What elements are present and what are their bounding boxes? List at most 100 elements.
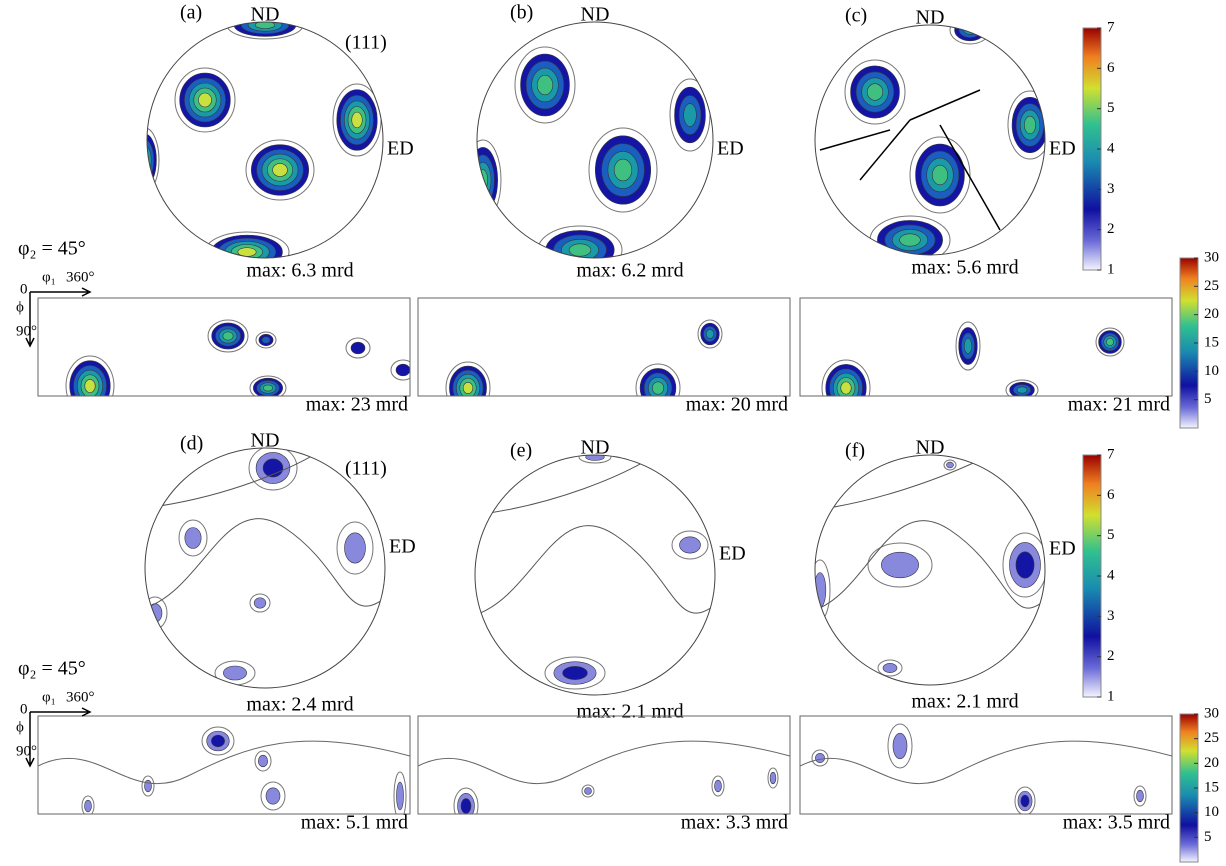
colorbar-tick-label: 3 (1107, 181, 1115, 197)
max-label: max: 3.3 mrd (681, 812, 788, 834)
max-label: max: 5.6 mrd (911, 257, 1018, 279)
max-label: max: 2.1 mrd (576, 701, 683, 723)
colorbar-tick-label: 30 (1204, 705, 1219, 721)
trajectory (819, 129, 891, 151)
contour (714, 779, 722, 793)
odf-frame (799, 715, 1173, 815)
contour (866, 83, 884, 101)
max-label: max: 2.4 mrd (246, 694, 353, 716)
contour (254, 22, 276, 29)
contour (963, 25, 977, 35)
odf-frame (417, 715, 791, 815)
contour (478, 169, 488, 191)
colorbar-tick-label: 25 (1204, 278, 1219, 294)
contour (477, 161, 492, 199)
contour (147, 603, 163, 623)
colorbar-tick-label: 6 (1107, 487, 1115, 503)
colorbar-tick-label: 15 (1204, 779, 1219, 795)
contour (272, 163, 288, 177)
phi1-end: 360° (66, 689, 95, 705)
contour (881, 551, 919, 579)
contour (223, 665, 247, 681)
contour (344, 532, 366, 564)
contour-line (145, 448, 326, 509)
pole-outline (476, 21, 714, 259)
contour (211, 734, 225, 748)
contour-line (800, 740, 1172, 785)
contour (931, 164, 949, 186)
contour (679, 536, 701, 554)
phi1-end: 360° (66, 269, 95, 285)
contour (222, 331, 234, 341)
contour (963, 338, 973, 354)
contour (258, 754, 268, 768)
max-label: max: 5.1 mrd (301, 812, 408, 834)
contour (651, 381, 665, 395)
trajectory (859, 119, 911, 181)
colorbar-tick-label: 10 (1204, 804, 1219, 820)
contour (568, 243, 592, 257)
contour (253, 597, 267, 609)
max-label: max: 2.1 mrd (911, 691, 1018, 713)
pole-figure (477, 46, 711, 258)
colorbar-tick-label: 2 (1107, 648, 1115, 664)
Phi-end: 90° (16, 323, 37, 339)
contour (683, 103, 697, 127)
contour (84, 799, 92, 813)
colorbar-tick-label: 3 (1107, 608, 1115, 624)
trajectory (939, 124, 1001, 231)
colorbar-tick-label: 4 (1107, 567, 1115, 583)
contour (265, 787, 281, 805)
contour (263, 384, 273, 392)
contour (892, 732, 908, 760)
contour (1136, 789, 1144, 803)
nd-label: ND (581, 4, 610, 26)
colorbar-tick-label: 2 (1107, 221, 1115, 237)
colorbar-tick-label: 7 (1107, 446, 1115, 462)
colorbar-tick-label: 10 (1204, 363, 1219, 379)
contour (462, 382, 474, 394)
axis-origin: 0 (20, 281, 28, 297)
contour (562, 666, 588, 680)
odf-section (821, 321, 1125, 396)
nd-label: ND (251, 430, 280, 452)
contour (769, 771, 777, 785)
pole-outline (814, 454, 1046, 686)
odf-frame (799, 297, 1173, 397)
colorbar-tick-label: 4 (1107, 140, 1115, 156)
colorbar-tick-label: 20 (1204, 306, 1219, 322)
contour-line (475, 455, 656, 516)
pole-figure (815, 455, 1045, 677)
colorbar-tick-label: 5 (1107, 100, 1115, 116)
contour (946, 461, 954, 469)
ed-label: ED (719, 543, 746, 565)
colorbar-tick-label: 5 (1204, 829, 1212, 845)
nd-label: ND (581, 437, 610, 459)
plane-label: (111) (345, 458, 387, 480)
max-label: max: 20 mrd (686, 394, 788, 416)
panel-label: (f) (845, 440, 865, 462)
pole-outline (146, 21, 384, 259)
contour (144, 779, 152, 793)
contour (1020, 794, 1030, 808)
contour-line (475, 525, 715, 616)
max-label: max: 6.3 mrd (246, 260, 353, 282)
contour (536, 74, 554, 96)
contour-line (145, 518, 385, 609)
colorbar-tick-label: 6 (1107, 60, 1115, 76)
contour (395, 363, 410, 377)
contour (261, 336, 271, 344)
odf-section (65, 319, 410, 396)
pole-figure (475, 455, 715, 690)
colorbar-tick-label: 1 (1107, 688, 1115, 704)
colorbar-tick-label: 15 (1204, 334, 1219, 350)
colorbar-tick-label: 30 (1204, 249, 1219, 265)
contour (198, 92, 212, 108)
max-label: max: 21 mrd (1068, 394, 1170, 416)
nd-label: ND (916, 437, 945, 459)
colorbar-tick-label: 5 (1107, 527, 1115, 543)
pole-outline (144, 447, 386, 689)
contour (460, 798, 472, 814)
contour (584, 787, 592, 795)
